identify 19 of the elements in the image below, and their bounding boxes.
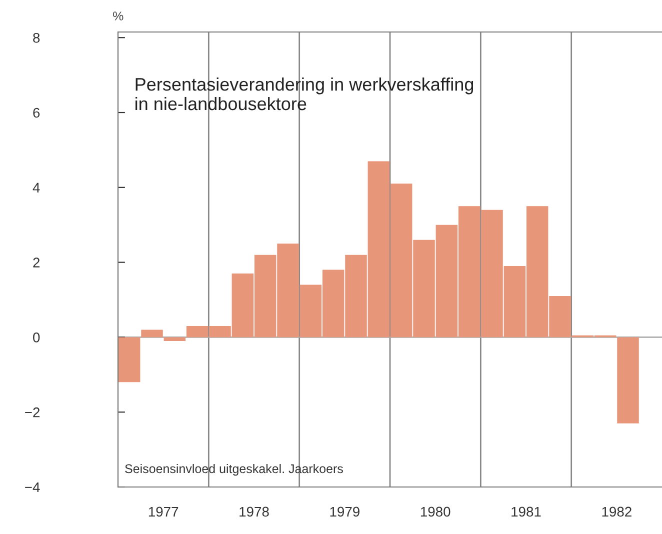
y-axis-title: % [113, 12, 124, 20]
bar [164, 337, 186, 341]
x-tick-label: 1981 [512, 506, 541, 517]
x-tick-label: 1977 [148, 506, 178, 517]
y-tick-label: −4 [25, 482, 40, 492]
y-tick-label: 4 [32, 182, 40, 192]
x-tick-label: 1980 [420, 506, 450, 517]
x-tick-label: 1978 [240, 506, 269, 517]
x-tick-label: 1979 [330, 506, 360, 517]
bar [617, 337, 639, 424]
y-tick-label: 8 [33, 32, 40, 43]
y-tick-label: 0 [33, 332, 40, 342]
bar [141, 330, 163, 338]
y-tick-label: −2 [25, 407, 40, 418]
text: Persentasieverandering in werkverskaffing in nie-landbousektore [136, 78, 474, 110]
x-tick-label: 1982 [602, 506, 632, 517]
bar [118, 337, 140, 382]
y-tick-label: 2 [33, 258, 40, 268]
y-tick-label: 6 [33, 108, 40, 118]
